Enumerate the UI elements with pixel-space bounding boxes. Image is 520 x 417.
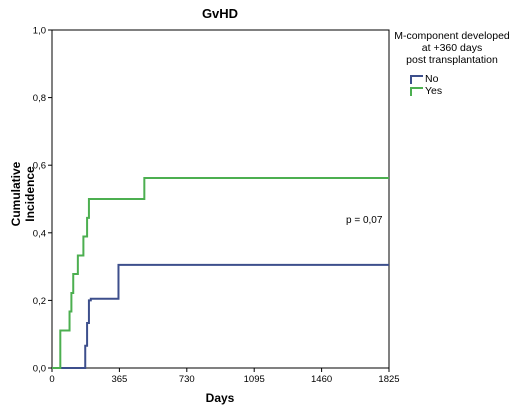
y-tick-label: 0,4 <box>33 228 46 239</box>
legend-label-no: No <box>425 73 439 85</box>
series-line-no <box>52 263 389 369</box>
legend-swatch-no <box>410 75 423 84</box>
p-value-annotation: p = 0,07 <box>346 215 383 226</box>
legend-title: M-component developed at +360 days post … <box>388 30 516 66</box>
x-tick-label: 365 <box>111 374 127 385</box>
legend-swatch-yes <box>410 87 423 96</box>
y-tick-label: 0,8 <box>33 93 46 104</box>
y-tick-label: 0,2 <box>33 296 46 307</box>
legend-title-line: M-component developed <box>394 30 510 42</box>
chart-title: GvHD <box>201 6 239 21</box>
legend-title-line: post transplantation <box>406 54 498 66</box>
y-tick-label: 0,0 <box>33 364 46 375</box>
x-tick-label: 1095 <box>244 374 265 385</box>
x-tick-label: 1825 <box>378 374 399 385</box>
series-line-yes <box>52 177 389 369</box>
legend-title-line: at +360 days <box>421 42 483 54</box>
x-tick-label: 730 <box>179 374 195 385</box>
x-tick-label: 0 <box>49 374 54 385</box>
y-tick-label: 0,6 <box>33 161 46 172</box>
y-tick-label: 1,0 <box>33 26 46 37</box>
x-tick-label: 1460 <box>311 374 332 385</box>
plot-frame <box>51 29 390 369</box>
x-axis-label: Days <box>205 391 235 405</box>
legend-label-yes: Yes <box>425 85 443 97</box>
